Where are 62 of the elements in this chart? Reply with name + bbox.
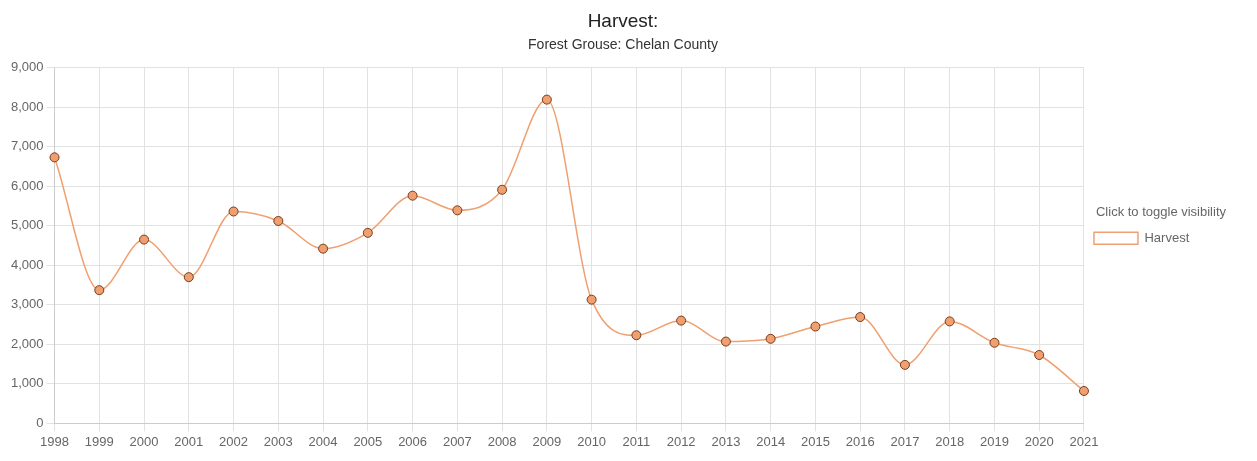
- x-tick-label: 2000: [129, 433, 159, 449]
- x-tick-label: 2016: [845, 433, 875, 449]
- y-tick-label: 9,000: [10, 59, 44, 75]
- x-tick-label: 2001: [174, 433, 204, 449]
- y-tick-label: 6,000: [10, 177, 44, 193]
- x-tick-label: 2006: [398, 433, 428, 449]
- chart-title: Harvest:: [587, 9, 659, 31]
- point: [1078, 385, 1089, 396]
- point: [183, 272, 194, 283]
- x-tick-label: 2008: [487, 433, 517, 449]
- x-tick-label: 2015: [800, 433, 830, 449]
- y-tick-label: 3,000: [10, 296, 44, 312]
- point: [497, 184, 508, 195]
- y-tick-label: 8,000: [10, 98, 44, 114]
- x-tick-label: 2019: [979, 433, 1009, 449]
- legend-title: Click to toggle visibility: [1095, 204, 1227, 220]
- y-tick-label: 7,000: [10, 138, 44, 154]
- y-tick-label: 5,000: [10, 217, 44, 233]
- x-tick-label: 2003: [263, 433, 293, 449]
- point: [273, 215, 284, 226]
- y-tick-label: 2,000: [10, 335, 44, 351]
- x-tick-label: 2020: [1024, 433, 1054, 449]
- point: [631, 330, 642, 341]
- point: [676, 315, 687, 326]
- point: [1034, 350, 1045, 361]
- point: [541, 94, 552, 105]
- x-tick-label: 2005: [353, 433, 383, 449]
- x-tick-label: 2014: [756, 433, 786, 449]
- point: [452, 205, 463, 216]
- y-tick-label: 4,000: [10, 256, 44, 272]
- x-tick-label: 2011: [622, 433, 651, 449]
- x-tick-label: 1998: [40, 433, 69, 449]
- x-tick-label: 2004: [308, 433, 338, 449]
- x-tick-label: 2017: [890, 433, 920, 449]
- point: [765, 333, 776, 344]
- chart-subtitle: Forest Grouse: Chelan County: [528, 36, 718, 53]
- point: [720, 336, 731, 347]
- point: [362, 227, 373, 238]
- point: [855, 312, 866, 323]
- point: [94, 285, 105, 296]
- y-tick-label: 1,000: [10, 375, 44, 391]
- x-tick-label: 1999: [84, 433, 114, 449]
- y-tick-label: 0: [36, 414, 44, 430]
- x-tick-label: 2002: [219, 433, 249, 449]
- point: [989, 337, 1000, 348]
- x-tick-label: 2021: [1069, 433, 1099, 449]
- point: [139, 234, 150, 245]
- point: [586, 294, 597, 305]
- point: [810, 321, 821, 332]
- point: [49, 152, 60, 163]
- x-tick-label: 2007: [442, 433, 472, 449]
- point: [944, 316, 955, 327]
- x-tick-label: 2013: [711, 433, 741, 449]
- x-tick-label: 2012: [666, 433, 696, 449]
- point: [899, 359, 910, 370]
- point: [318, 243, 329, 254]
- legend-label: Harvest: [1144, 229, 1190, 245]
- x-tick-label: 2010: [577, 433, 607, 449]
- point: [228, 206, 239, 217]
- point: [407, 190, 418, 201]
- x-tick-label: 2009: [532, 433, 562, 449]
- x-tick-label: 2018: [935, 433, 965, 449]
